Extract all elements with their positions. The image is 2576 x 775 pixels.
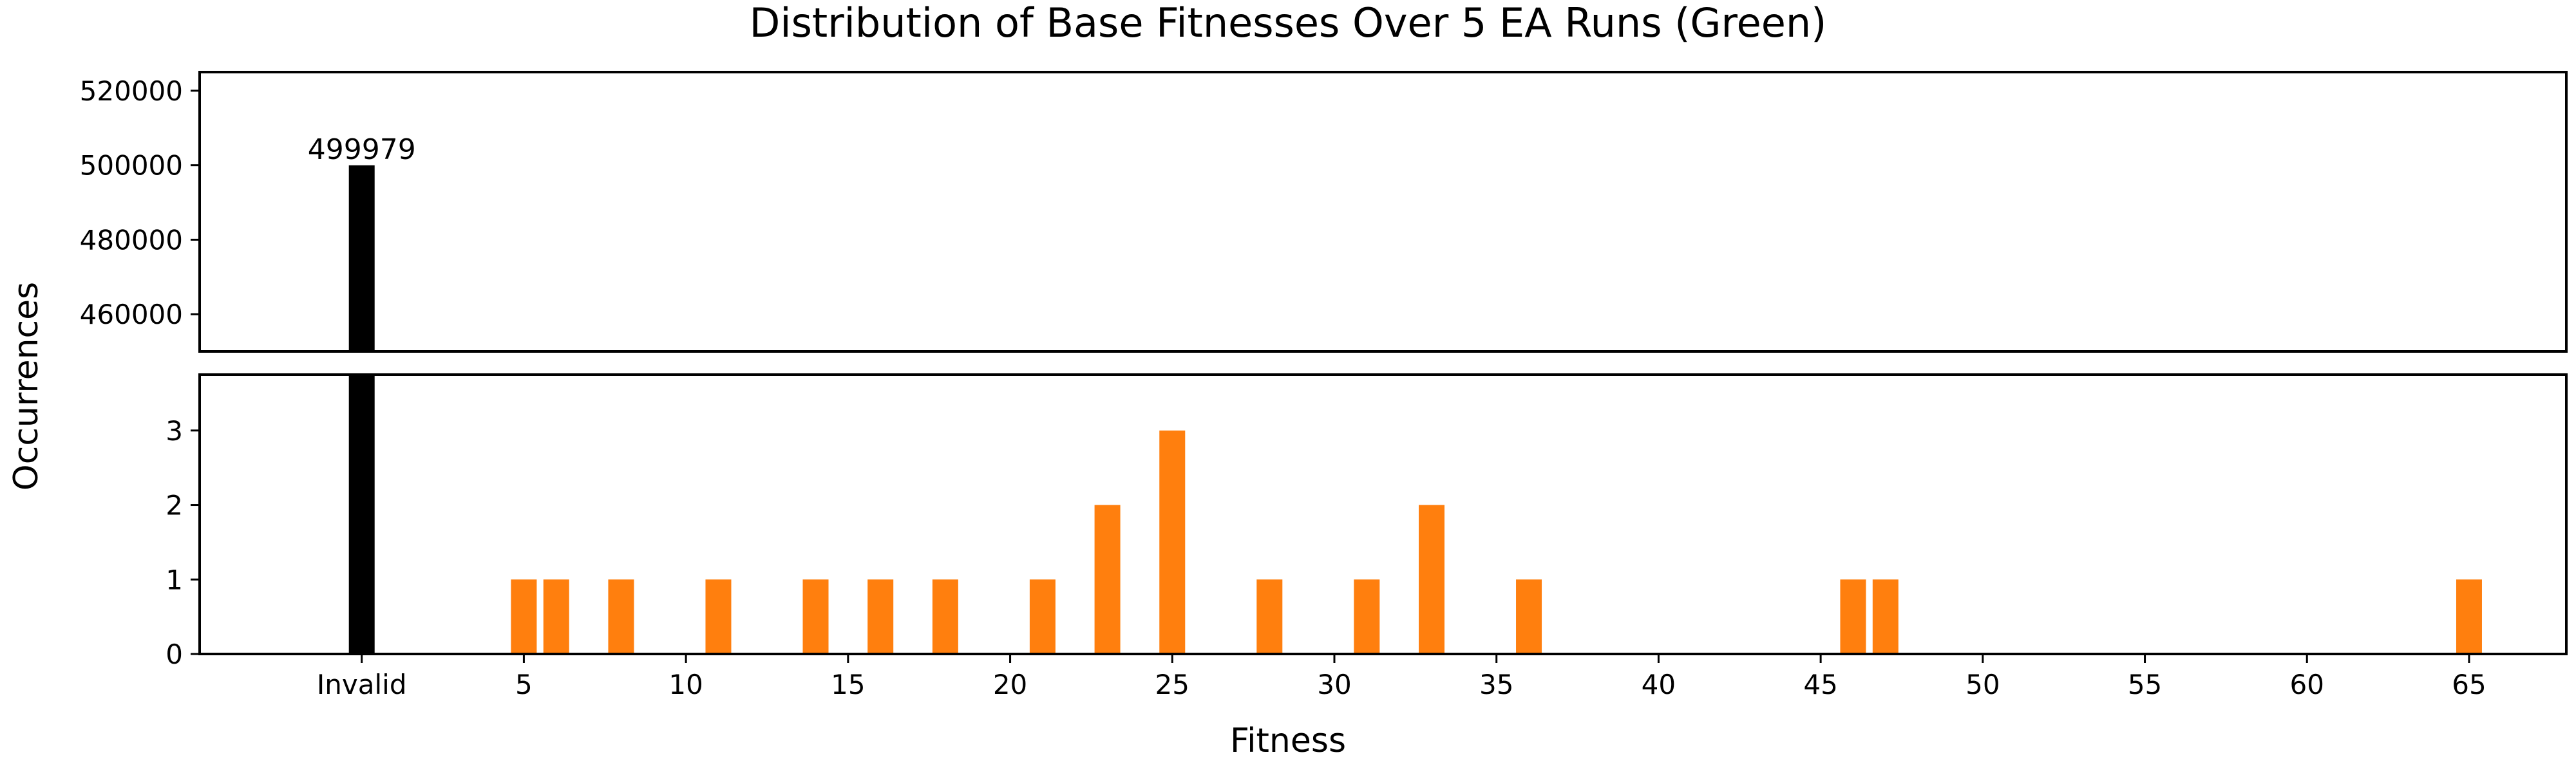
x-tick-label: 65 [2452, 669, 2486, 700]
x-tick-label: 30 [1317, 669, 1351, 700]
invalid-bar-bottom-0 [348, 375, 375, 654]
top-panel-bars [348, 165, 375, 351]
top-y-tick-label: 500000 [80, 150, 183, 182]
bottom-y-tick-label: 1 [166, 564, 183, 595]
valid-bar-bottom-7 [1029, 579, 1056, 654]
top-panel-data-labels: 499979 [308, 133, 416, 166]
valid-bar-bottom-3 [705, 579, 732, 654]
bottom-panel-y-ticks: 0 1 2 3 [166, 415, 200, 670]
invalid-bar-top-0 [348, 165, 375, 351]
valid-bar-bottom-10 [1256, 579, 1283, 654]
x-tick-label: 25 [1155, 669, 1189, 700]
valid-bar-bottom-14 [1840, 579, 1866, 654]
bar-value-label: 499979 [308, 133, 416, 166]
valid-bar-bottom-8 [1094, 505, 1121, 654]
valid-bar-bottom-13 [1516, 579, 1542, 654]
x-axis-label: Fitness [1230, 722, 1346, 760]
x-axis-ticks: Invalid 5 10 15 20 25 30 35 40 45 50 55 60 65 [317, 654, 2486, 700]
x-tick-label: Invalid [317, 669, 407, 700]
valid-bar-bottom-9 [1159, 430, 1186, 654]
top-y-tick-label: 480000 [80, 224, 183, 256]
bottom-panel-frame [198, 373, 2568, 655]
x-tick-label: 40 [1642, 669, 1676, 700]
x-tick-label: 35 [1479, 669, 1513, 700]
x-tick-label: 60 [2290, 669, 2324, 700]
bottom-panel-bars [348, 375, 2482, 654]
x-tick-label: 20 [993, 669, 1027, 700]
top-panel-frame [198, 71, 2568, 353]
x-tick-label: 5 [515, 669, 533, 700]
x-tick-label: 55 [2128, 669, 2162, 700]
valid-bar-bottom-6 [932, 579, 958, 654]
valid-bar-bottom-11 [1354, 579, 1380, 654]
top-y-tick-label: 460000 [80, 299, 183, 330]
bottom-y-tick-label: 0 [166, 639, 183, 670]
top-panel: 460000 480000 500000 520000 499979 [80, 71, 2568, 353]
y-axis-label: Occurrences [7, 282, 46, 490]
chart-title: Distribution of Base Fitnesses Over 5 EA… [750, 0, 1827, 46]
bottom-y-tick-label: 3 [166, 415, 183, 447]
x-tick-label: 50 [1965, 669, 2000, 700]
x-tick-label: 10 [668, 669, 703, 700]
x-tick-label: 15 [831, 669, 865, 700]
x-tick-label: 45 [1803, 669, 1837, 700]
bottom-y-tick-label: 2 [166, 490, 183, 521]
valid-bar-bottom-5 [867, 579, 894, 654]
top-y-tick-label: 520000 [80, 75, 183, 107]
bottom-panel: 0 1 2 3 Invalid 5 10 15 20 25 30 35 40 45 50 55 60 65 [166, 373, 2568, 700]
valid-bar-bottom-12 [1419, 505, 1445, 654]
valid-bar-bottom-1 [543, 579, 569, 654]
valid-bar-bottom-2 [608, 579, 634, 654]
valid-bar-bottom-15 [1872, 579, 1899, 654]
top-panel-y-ticks: 460000 480000 500000 520000 [80, 75, 200, 330]
valid-bar-bottom-4 [802, 579, 829, 654]
valid-bar-bottom-0 [511, 579, 537, 654]
valid-bar-bottom-16 [2456, 579, 2482, 654]
